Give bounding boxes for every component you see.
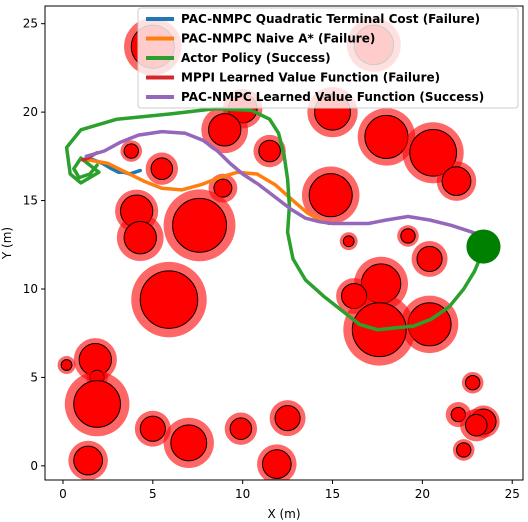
obstacle-10 xyxy=(213,178,233,198)
y-tick-label-1: 5 xyxy=(30,370,38,384)
legend-label-3: MPPI Learned Value Function (Failure) xyxy=(181,71,440,85)
obstacle-12 xyxy=(308,173,353,218)
obstacle-9 xyxy=(150,157,174,180)
plot-frame xyxy=(44,5,524,481)
obstacle-29 xyxy=(274,405,301,432)
trajectory-line-4 xyxy=(84,129,480,236)
trajectory-line-2 xyxy=(64,106,486,332)
y-axis-label: Y (m) xyxy=(0,227,14,260)
obstacle-24 xyxy=(60,359,73,371)
y-tick-label-0: 0 xyxy=(30,459,38,473)
obstacle-38 xyxy=(261,449,292,479)
obstacle-11 xyxy=(441,166,472,196)
x-tick-label-2: 10 xyxy=(235,487,250,501)
obstacle-16 xyxy=(342,235,355,248)
obstacle-36 xyxy=(456,442,472,458)
obstacle-6 xyxy=(409,128,458,177)
legend-box xyxy=(137,7,519,109)
obstacle-17 xyxy=(400,228,416,244)
x-tick-label-0: 0 xyxy=(59,487,67,501)
x-tick-label-5: 25 xyxy=(505,487,520,501)
y-tick-label-5: 25 xyxy=(23,17,38,31)
obstacle-37 xyxy=(73,445,104,476)
x-axis-ticks: 0 5 10 15 20 25 xyxy=(59,480,520,501)
x-tick-label-3: 15 xyxy=(325,487,340,501)
obstacle-14 xyxy=(172,197,227,253)
legend-label-1: PAC-NMPC Naive A* (Failure) xyxy=(181,32,375,46)
obstacle-35 xyxy=(170,424,208,462)
obstacle-32 xyxy=(464,413,488,437)
legend-label-4: PAC-NMPC Learned Value Function (Success… xyxy=(181,90,484,104)
y-axis-ticks: 0 5 10 15 20 25 xyxy=(23,17,45,473)
legend-label-2: Actor Policy (Success) xyxy=(181,51,331,65)
obstacle-4 xyxy=(208,113,242,147)
trajectory-line-1 xyxy=(86,158,331,226)
obstacle-21 xyxy=(139,270,199,329)
obstacle-18 xyxy=(416,245,443,272)
obstacle-27 xyxy=(464,375,481,391)
obstacle-5 xyxy=(364,114,409,159)
x-tick-label-4: 20 xyxy=(415,487,430,501)
x-tick-label-1: 5 xyxy=(149,487,157,501)
goal-marker xyxy=(466,229,501,264)
trajectory-layer xyxy=(64,106,486,332)
legend-label-0: PAC-NMPC Quadratic Terminal Cost (Failur… xyxy=(181,12,480,26)
obstacle-33 xyxy=(139,415,166,442)
obstacle-28 xyxy=(73,380,121,428)
goal-layer xyxy=(466,229,501,264)
x-axis-label: X (m) xyxy=(267,507,300,521)
obstacle-layer xyxy=(57,17,500,480)
legend: PAC-NMPC Quadratic Terminal Cost (Failur… xyxy=(137,7,519,109)
y-tick-label-2: 10 xyxy=(23,282,38,296)
obstacle-15 xyxy=(123,221,157,255)
obstacle-7 xyxy=(258,139,281,163)
obstacle-8 xyxy=(123,143,139,159)
obstacle-34 xyxy=(229,417,253,440)
y-tick-label-4: 20 xyxy=(23,105,38,119)
y-tick-label-3: 15 xyxy=(23,194,38,208)
